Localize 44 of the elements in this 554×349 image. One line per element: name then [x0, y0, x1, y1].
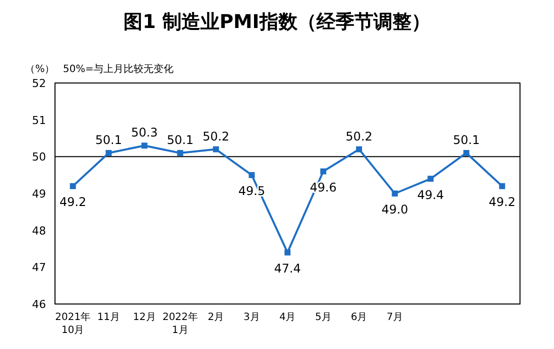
x-tick-label: 11月: [97, 312, 120, 323]
x-tick-label: 2月: [208, 312, 224, 323]
point: [70, 183, 76, 190]
point: [248, 172, 255, 178]
point: [463, 150, 470, 156]
x-tick-label: 5月: [315, 312, 332, 323]
data-label: 49.2: [488, 195, 516, 210]
y-tick-label: 48: [32, 224, 46, 238]
point: [106, 150, 112, 156]
y-axis-title: （%）: [25, 64, 55, 75]
data-label: 50.2: [202, 129, 230, 144]
data-label: 49.2: [60, 195, 86, 210]
point: [392, 190, 398, 196]
point: [499, 183, 506, 190]
data-label: 49.0: [381, 202, 408, 216]
x-tick-label: 2021年 10月: [55, 311, 91, 336]
data-label: 50.2: [346, 129, 372, 144]
data-label: 47.4: [274, 261, 301, 276]
x-tick-label: 6月: [350, 312, 368, 323]
y-tick-label: 49: [32, 188, 46, 200]
data-label: 50.3: [131, 126, 158, 140]
y-tick-label: 50: [32, 150, 46, 164]
x-tick-label: 7月: [386, 312, 403, 323]
point: [212, 146, 219, 152]
y-tick-label: 46: [32, 298, 46, 311]
y-tick-label: 47: [32, 261, 46, 274]
x-tick-label: 12月: [133, 312, 156, 323]
chart-title: 图1 制造业PMI指数（经季节调整）: [124, 11, 430, 33]
point: [177, 150, 184, 156]
data-label: 50.1: [166, 132, 194, 147]
text: 50%=与上月比较无变化: [63, 63, 174, 75]
x-tick-label: 3月: [244, 312, 260, 323]
data-label: 50.1: [95, 132, 122, 147]
point: [141, 142, 148, 149]
point: [320, 168, 326, 174]
point: [428, 176, 434, 182]
point: [356, 146, 362, 152]
x-tick-label: 2022年 1月: [162, 311, 198, 336]
point: [284, 249, 290, 256]
y-tick-label: 52: [32, 77, 46, 90]
x-tick-label: 4月: [279, 312, 296, 323]
data-label: 50.1: [452, 132, 480, 147]
y-tick-label: 51: [32, 114, 46, 127]
data-label: 49.4: [417, 188, 444, 202]
